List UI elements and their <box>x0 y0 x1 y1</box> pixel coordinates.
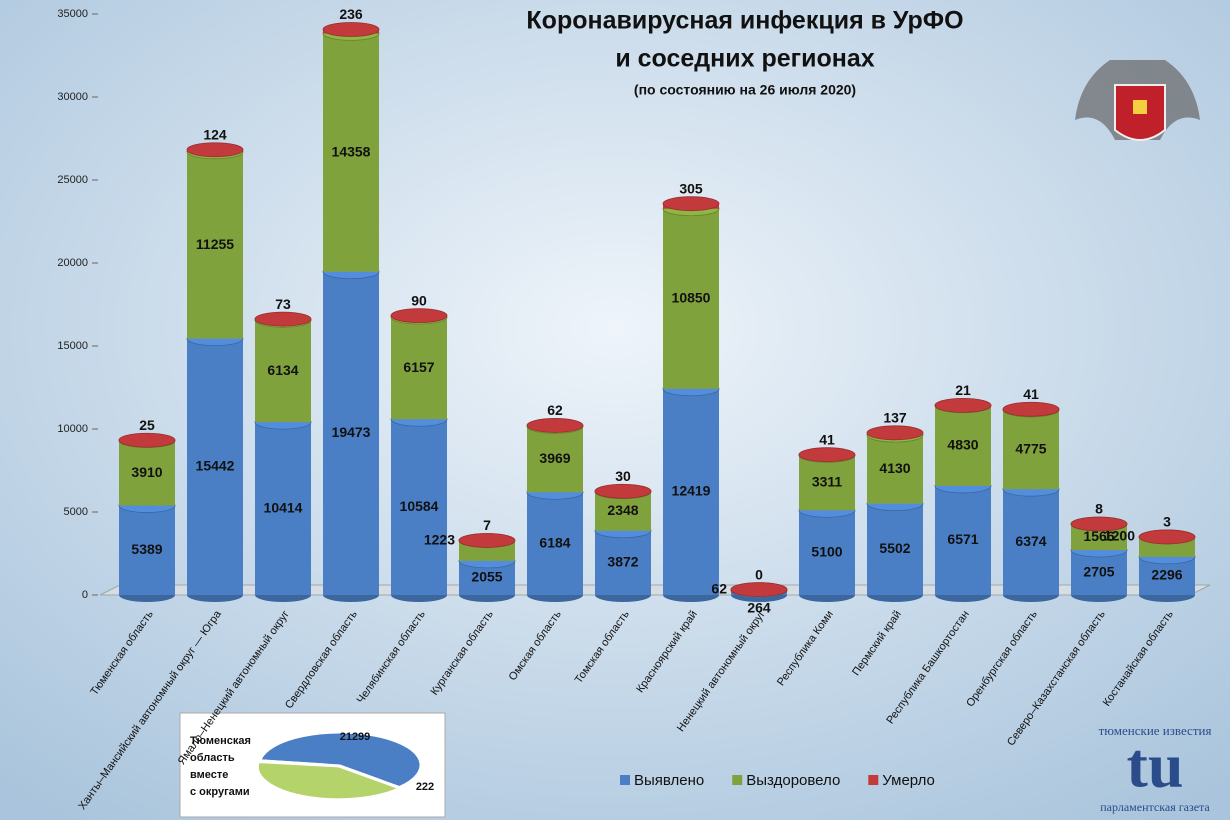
value-label: 3311 <box>812 474 843 490</box>
value-label: 1200 <box>1104 528 1135 544</box>
value-label: 4130 <box>879 460 910 476</box>
value-label: 5389 <box>131 541 162 557</box>
y-tick-label: 20000 <box>57 257 88 269</box>
value-label: 90 <box>411 292 427 308</box>
value-label: 62 <box>547 402 563 418</box>
value-label: 124 <box>203 126 227 142</box>
value-label: 4775 <box>1015 440 1046 456</box>
value-label: 10414 <box>264 499 303 515</box>
value-label: 1223 <box>424 531 455 547</box>
value-label: 2705 <box>1083 563 1114 579</box>
chart-subtitle: (по состоянию на 26 июля 2020) <box>634 82 856 98</box>
pie-label: 21299 <box>340 731 371 743</box>
y-tick-label: 25000 <box>57 174 88 186</box>
bar-cap <box>1003 402 1059 416</box>
legend-swatch <box>732 775 742 785</box>
logo-bottom: парламентская газета <box>1100 800 1210 814</box>
bar-cap <box>867 426 923 440</box>
inset-label: с округами <box>190 786 250 798</box>
value-label: 236 <box>339 6 363 22</box>
value-label: 4830 <box>947 437 978 453</box>
value-label: 7 <box>483 517 491 533</box>
value-label: 6374 <box>1015 533 1046 549</box>
value-label: 137 <box>883 410 907 426</box>
y-tick-label: 5000 <box>64 506 88 518</box>
value-label: 264 <box>747 600 771 616</box>
value-label: 10850 <box>672 289 711 305</box>
value-label: 305 <box>679 180 703 196</box>
value-label: 25 <box>139 417 155 433</box>
legend-label: Выздоровело <box>746 772 840 789</box>
value-label: 10584 <box>400 498 439 514</box>
y-tick-label: 30000 <box>57 91 88 103</box>
bar-cap <box>1139 530 1195 544</box>
value-label: 41 <box>1023 386 1039 402</box>
value-label: 15442 <box>196 458 235 474</box>
value-label: 12419 <box>672 483 711 499</box>
value-label: 30 <box>615 468 631 484</box>
value-label: 6571 <box>947 531 978 547</box>
y-tick-label: 15000 <box>57 340 88 352</box>
pie-label: 222 <box>416 781 434 793</box>
value-label: 11255 <box>196 236 234 252</box>
value-label: 19473 <box>332 424 371 440</box>
value-label: 41 <box>819 431 835 447</box>
legend-label: Умерло <box>882 772 935 789</box>
value-label: 2296 <box>1151 567 1182 583</box>
value-label: 2055 <box>471 569 502 585</box>
bar-cap <box>323 22 379 36</box>
legend-swatch <box>620 775 630 785</box>
value-label: 62 <box>711 580 727 596</box>
value-label: 0 <box>755 566 763 582</box>
legend-label: Выявлено <box>634 772 704 789</box>
logo-mark: tu <box>1127 730 1184 801</box>
y-tick-label: 35000 <box>57 8 88 20</box>
inset-label: область <box>190 752 235 764</box>
value-label: 21 <box>955 382 971 398</box>
bar-cap <box>119 433 175 447</box>
value-label: 5502 <box>879 540 910 556</box>
bar-cap <box>595 484 651 498</box>
value-label: 5100 <box>811 543 842 559</box>
bar-cap <box>391 309 447 323</box>
y-tick-label: 0 <box>82 589 88 601</box>
value-label: 3910 <box>131 464 162 480</box>
value-label: 14358 <box>332 143 371 159</box>
value-label: 8 <box>1095 501 1103 517</box>
chart-title: Коронавирусная инфекция в УрФО <box>526 7 963 35</box>
value-label: 6184 <box>539 534 570 550</box>
value-label: 2348 <box>607 502 638 518</box>
value-label: 3969 <box>539 450 570 466</box>
bar-cap <box>935 398 991 412</box>
bar-cap <box>799 448 855 462</box>
value-label: 6157 <box>403 359 434 375</box>
value-label: 3 <box>1163 514 1171 530</box>
inset-label: вместе <box>190 769 228 781</box>
bar-cap <box>459 533 515 547</box>
legend-swatch <box>868 775 878 785</box>
y-tick-label: 10000 <box>57 423 88 435</box>
bar-cap <box>187 143 243 157</box>
bar-cap <box>731 583 787 597</box>
bar-cap <box>527 418 583 432</box>
bar-cap <box>255 312 311 326</box>
value-label: 73 <box>275 296 291 312</box>
bar-cap <box>663 197 719 211</box>
chart-title: и соседних регионах <box>615 45 874 73</box>
value-label: 6134 <box>267 362 298 378</box>
value-label: 3872 <box>607 554 638 570</box>
